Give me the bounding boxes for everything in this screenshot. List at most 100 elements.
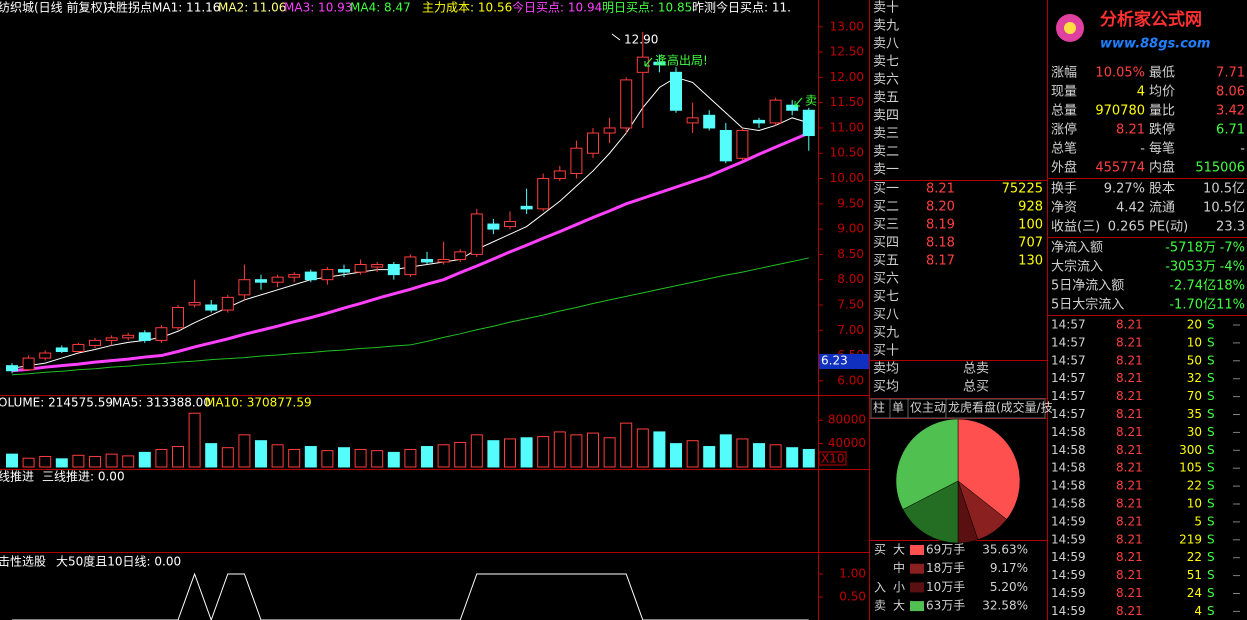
stat-label: 跌停: [1149, 122, 1175, 138]
trade-time: 14:59: [1051, 514, 1086, 528]
pie-other: [902, 480, 959, 544]
bid-volume: 130: [1018, 254, 1043, 269]
flow-value: -2.74亿: [1169, 279, 1216, 294]
stat-value: 0.265: [1108, 220, 1145, 235]
stat-value: 4: [1137, 85, 1145, 100]
stat-label: 最低: [1149, 66, 1175, 81]
candle-body: [786, 104, 799, 111]
volume-bar: [653, 431, 666, 468]
candle-body: [321, 269, 334, 281]
volume-bar: [321, 450, 334, 468]
stat-value: 10.5亿: [1203, 201, 1245, 216]
flow-label: 净流入额: [1051, 241, 1103, 256]
candle-body: [636, 56, 649, 73]
stat-value: 455774: [1095, 161, 1145, 176]
bid-label: 买六: [873, 272, 899, 287]
candle-body: [387, 264, 400, 276]
slice-percent: 9.17%: [990, 561, 1028, 575]
trade-volume: 4: [1194, 604, 1202, 618]
tab-label[interactable]: 龙虎看盘(成交量/技: [948, 400, 1053, 415]
price-marker-label: 6.23: [821, 354, 848, 368]
trade-volume: 50: [1187, 353, 1202, 367]
stat-label: 净资: [1051, 201, 1077, 216]
tab-label[interactable]: 仅主动: [910, 401, 946, 415]
side-label: 入: [874, 581, 886, 595]
volume-bar: [736, 438, 749, 468]
candle-body: [686, 117, 699, 124]
side-label: 卖: [874, 599, 886, 613]
trade-price: 8.21: [1116, 318, 1143, 332]
ask-label: 卖十: [873, 1, 899, 16]
trade-price: 8.21: [1116, 353, 1143, 367]
bid-label: 买四: [873, 236, 899, 251]
trade-side: S: [1207, 514, 1215, 528]
y-tick-label: 12.00: [830, 70, 864, 84]
volume-bar: [221, 447, 234, 468]
tab[interactable]: [945, 398, 1046, 419]
volume-bar: [39, 455, 52, 468]
volume-bar: [205, 443, 218, 468]
stat-label: 量比: [1149, 104, 1175, 119]
volume-bar: [288, 448, 301, 468]
trade-price: 8.21: [1116, 371, 1143, 385]
unit-box: [818, 451, 847, 466]
trade-time: 14:59: [1051, 586, 1086, 600]
ask-label: 卖三: [873, 127, 899, 142]
candle-body: [769, 99, 782, 124]
stat-value: 10.5亿: [1203, 182, 1245, 197]
annotation: 逢高出局!: [655, 53, 708, 68]
stat-value: 7.71: [1216, 66, 1245, 81]
candle-body: [238, 279, 251, 296]
candle-body: [304, 271, 317, 281]
candle-body: [371, 264, 384, 268]
flow-label: 5日净流入额: [1051, 279, 1124, 294]
bid-price: 8.20: [926, 200, 955, 215]
volume-bar: [238, 434, 251, 468]
header-item: 主力成本: 10.56: [422, 1, 512, 15]
candle-body: [620, 79, 633, 129]
trade-time: 14:58: [1051, 461, 1086, 475]
volume-bar: [504, 438, 516, 468]
trade-price: 8.21: [1116, 335, 1143, 349]
bid-label: 买七: [873, 290, 899, 305]
bid-label: 买三: [873, 218, 899, 233]
stat-label: 总笔: [1051, 141, 1077, 157]
logo-icon-center: [1064, 22, 1076, 34]
candle-body: [570, 147, 583, 174]
ask-label: 卖一: [873, 163, 899, 178]
y-tick-label: 7.50: [837, 297, 864, 311]
volume-bar: [404, 448, 417, 468]
stat-label: 内盘: [1149, 160, 1175, 176]
candle-body: [587, 132, 599, 154]
candle-body: [72, 343, 85, 353]
trade-time: 14:57: [1051, 371, 1086, 385]
ask-label: 卖六: [873, 73, 899, 88]
trade-side: S: [1207, 586, 1215, 600]
y-tick-label: 12.50: [830, 45, 864, 59]
flow-value: -5718万: [1165, 241, 1216, 256]
total-label: 总卖: [963, 362, 989, 377]
volume-bar: [553, 431, 566, 468]
volume-bar: [603, 437, 616, 468]
ask-label: 卖五: [873, 91, 899, 106]
ask-label: 卖八: [873, 37, 899, 52]
stat-label: 收益(三): [1051, 220, 1100, 235]
candle-body: [454, 251, 467, 260]
bid-label: 买十: [873, 344, 899, 359]
trade-volume: 24: [1187, 586, 1202, 600]
candle-body: [55, 347, 68, 353]
bid-label: 买一: [873, 182, 899, 197]
volume-bar: [304, 446, 317, 468]
tab-label[interactable]: 单: [892, 401, 904, 415]
bid-price: 8.17: [926, 254, 955, 269]
flow-value: -1.70亿: [1169, 298, 1216, 313]
trade-time: 14:59: [1051, 550, 1086, 564]
y-tick-label: 8.50: [837, 247, 864, 261]
ask-label: 卖二: [873, 145, 899, 160]
volume-bar: [354, 448, 367, 468]
trade-price: 8.21: [1116, 461, 1143, 475]
volume-header: MA10: 370877.59: [205, 396, 312, 410]
tab-label[interactable]: 柱: [873, 400, 885, 415]
y-tick-label: 13.00: [830, 19, 864, 33]
